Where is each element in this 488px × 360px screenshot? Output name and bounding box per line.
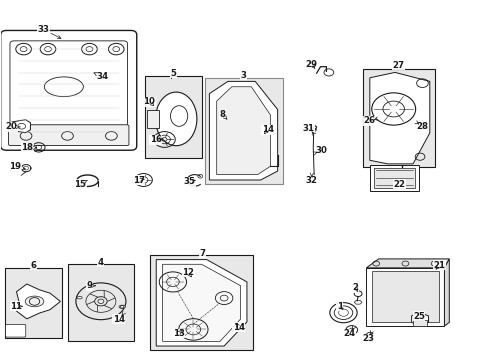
Text: 18: 18 (21, 143, 34, 152)
Polygon shape (366, 268, 444, 326)
Text: 8: 8 (219, 110, 225, 119)
Text: 15: 15 (74, 180, 86, 189)
Text: 12: 12 (182, 268, 194, 277)
Text: 14: 14 (112, 315, 124, 324)
Polygon shape (209, 81, 277, 180)
Text: 28: 28 (416, 122, 427, 131)
Bar (412, 320, 427, 325)
Text: 16: 16 (149, 135, 162, 144)
Text: 25: 25 (412, 312, 424, 321)
Polygon shape (371, 271, 438, 321)
Text: 21: 21 (433, 261, 445, 270)
Ellipse shape (170, 106, 187, 126)
Text: 35: 35 (183, 177, 195, 186)
Bar (68, 264, 134, 341)
Polygon shape (369, 72, 429, 164)
Polygon shape (162, 264, 240, 341)
Text: 34: 34 (96, 72, 108, 81)
Polygon shape (156, 260, 246, 346)
Text: 7: 7 (199, 249, 205, 258)
FancyBboxPatch shape (0, 31, 137, 150)
Text: 24: 24 (343, 329, 355, 338)
Text: 14: 14 (261, 125, 273, 134)
Text: 26: 26 (363, 116, 375, 125)
Text: 1: 1 (336, 302, 342, 311)
Text: 13: 13 (172, 329, 184, 338)
Ellipse shape (119, 305, 125, 309)
Text: 32: 32 (305, 176, 317, 185)
Polygon shape (353, 301, 361, 304)
Text: 31: 31 (302, 123, 314, 132)
Polygon shape (12, 120, 30, 133)
Bar (150, 255, 252, 350)
Text: 9: 9 (86, 281, 92, 290)
Bar (4, 268, 62, 338)
FancyBboxPatch shape (8, 125, 129, 145)
Bar (362, 69, 434, 167)
Bar (204, 78, 282, 184)
Text: 2: 2 (352, 283, 358, 292)
Polygon shape (366, 259, 448, 268)
Text: 30: 30 (315, 146, 327, 155)
Ellipse shape (77, 296, 82, 299)
Text: 17: 17 (132, 176, 144, 185)
Text: 5: 5 (170, 69, 176, 78)
Bar (144, 76, 202, 158)
Text: 23: 23 (362, 334, 374, 343)
Polygon shape (369, 165, 418, 191)
Ellipse shape (155, 92, 197, 146)
Text: 20: 20 (5, 122, 17, 131)
Text: 3: 3 (240, 71, 246, 80)
Polygon shape (17, 284, 61, 319)
Text: 14: 14 (232, 323, 244, 332)
Polygon shape (444, 259, 448, 326)
Text: 22: 22 (393, 180, 405, 189)
Text: 27: 27 (391, 61, 404, 70)
Polygon shape (411, 313, 427, 325)
Text: 19: 19 (9, 162, 21, 171)
Ellipse shape (44, 77, 83, 96)
Ellipse shape (25, 296, 44, 307)
Polygon shape (373, 168, 414, 188)
Polygon shape (216, 87, 270, 175)
Polygon shape (147, 110, 159, 128)
Text: 6: 6 (31, 261, 37, 270)
Text: 10: 10 (143, 97, 155, 106)
Text: 4: 4 (98, 258, 103, 267)
FancyBboxPatch shape (5, 324, 26, 337)
Text: 11: 11 (10, 302, 22, 311)
Text: 33: 33 (38, 25, 49, 34)
Text: 29: 29 (305, 60, 317, 69)
